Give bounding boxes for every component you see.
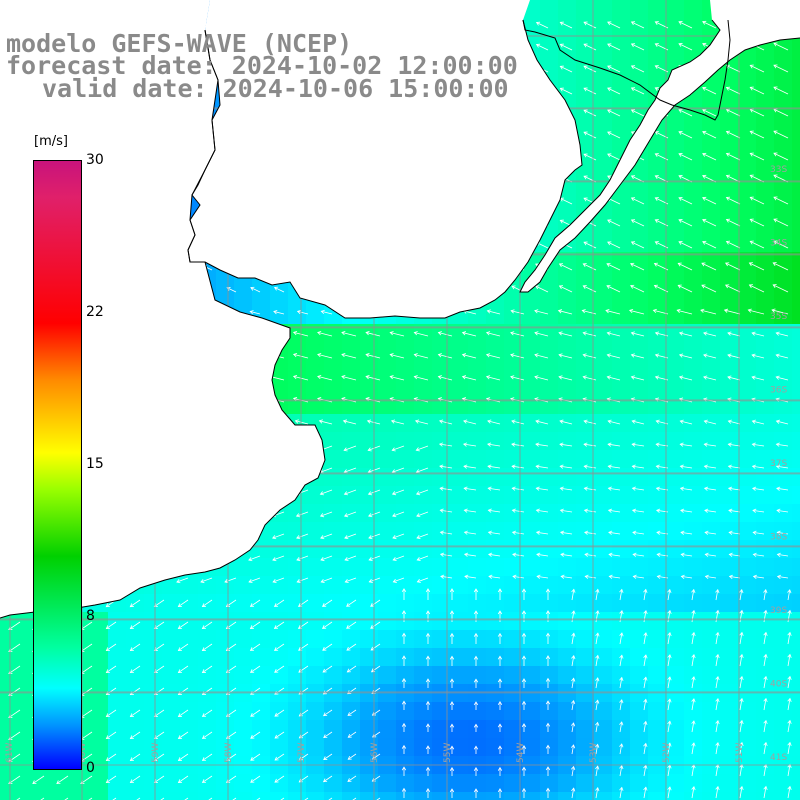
lat-label: 33S <box>770 165 787 175</box>
lat-label: 34S <box>770 239 787 249</box>
lon-label: 61W <box>5 743 15 763</box>
colorbar-tick-15: 15 <box>86 456 104 472</box>
lon-label: 57W <box>297 743 307 763</box>
lon-label: 55W <box>443 743 453 763</box>
coastline-path <box>522 19 731 121</box>
lon-label: 53W <box>589 743 599 763</box>
colorbar-tick-30: 30 <box>86 152 104 168</box>
lon-label: 60W <box>78 743 88 763</box>
lon-label: 54W <box>516 743 526 763</box>
lat-label: 40S <box>770 680 787 690</box>
lat-label: 37S <box>770 459 787 469</box>
land-area-2 <box>520 0 800 292</box>
coastline-path <box>519 19 800 293</box>
forecast-date: forecast date: 2024-10-02 12:00:00 <box>6 51 518 80</box>
lon-label: 52W <box>662 743 672 763</box>
lat-label: 35S <box>770 312 787 322</box>
valid-date: valid date: 2024-10-06 15:00:00 <box>42 74 509 103</box>
colorbar-tick-22: 22 <box>86 304 104 320</box>
longitude-labels: 61W 60W 59W 58W 57W 56W 55W 54W 53W 52W 51W <box>5 743 745 763</box>
lon-label: 58W <box>224 743 234 763</box>
lat-label: 39S <box>770 606 787 616</box>
lon-label: 51W <box>735 743 745 763</box>
latitude-labels: 33S 34S 35S 36S 37S 38S 39S 40S 41S <box>770 165 787 763</box>
colorbar-tick-0: 0 <box>86 760 95 776</box>
lon-label: 56W <box>370 743 380 763</box>
colorbar-unit: [m/s] <box>34 134 68 149</box>
colorbar-tick-8: 8 <box>86 608 95 624</box>
lat-label: 36S <box>770 386 787 396</box>
coastline-path <box>187 19 583 319</box>
land-area-1 <box>0 0 582 318</box>
colorbar <box>33 160 82 770</box>
model-title: modelo GEFS-WAVE (NCEP) <box>6 29 353 58</box>
lon-label: 59W <box>151 743 161 763</box>
lat-label: 41S <box>770 753 787 763</box>
lat-label: 38S <box>770 533 787 543</box>
